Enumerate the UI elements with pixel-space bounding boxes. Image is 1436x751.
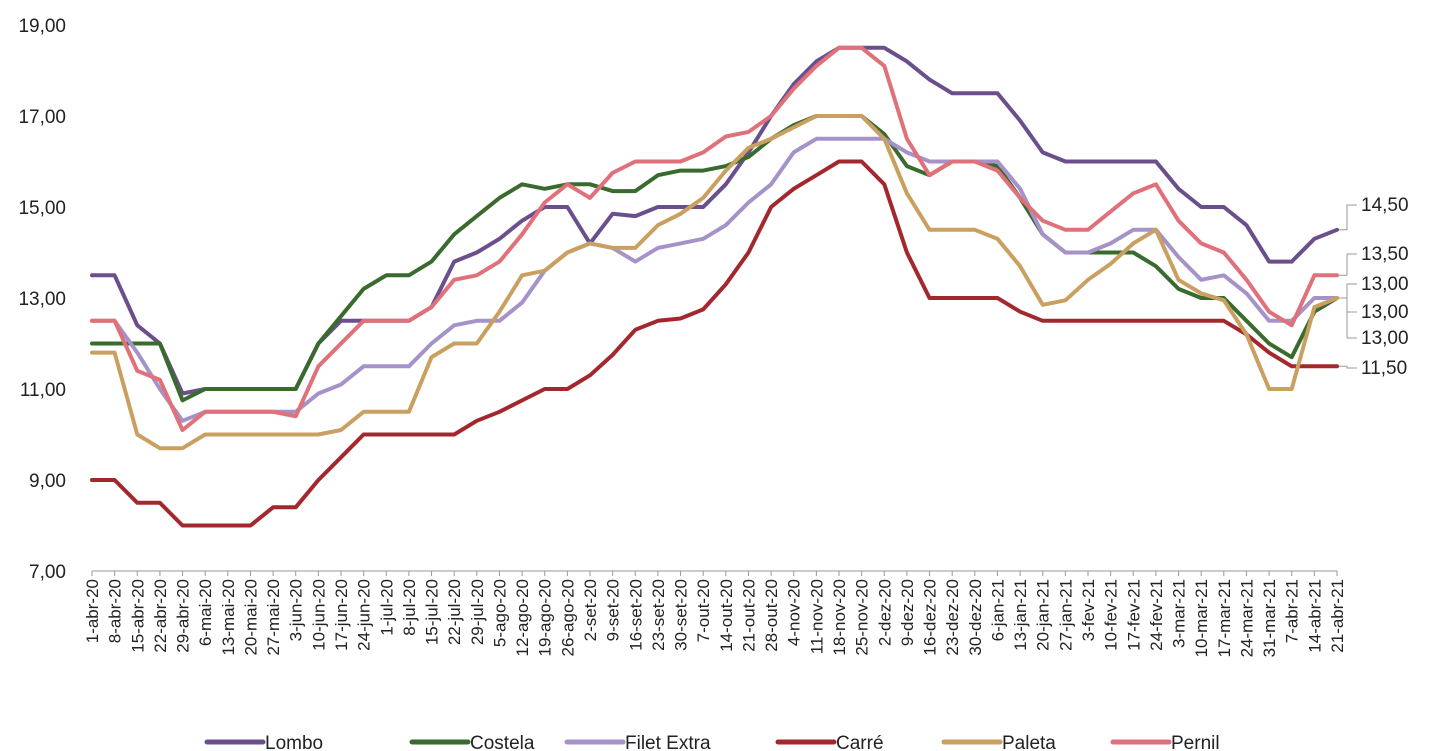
y-axis: 7,00 9,00 11,00 13,00 15,00 17,00 19,00 — [18, 16, 66, 583]
x-tick-label: 27-mai-20 — [264, 579, 283, 656]
end-label-leader — [1339, 204, 1357, 231]
x-tick-label: 5-ago-20 — [490, 579, 509, 647]
x-tick-label: 8-abr-20 — [106, 579, 125, 643]
series-line-costela — [90, 114, 1339, 403]
x-tick-label: 17-mar-21 — [1215, 579, 1234, 657]
x-tick-label: 2-set-20 — [581, 579, 600, 641]
x-tick-label: 13-mai-20 — [219, 579, 238, 656]
x-tick-label: 3-fev-21 — [1079, 579, 1098, 641]
x-tick-label: 21-out-20 — [739, 579, 758, 652]
end-value-label: 13,00 — [1361, 328, 1409, 349]
x-tick-label: 10-mar-21 — [1192, 579, 1211, 657]
x-tick-label: 23-set-20 — [649, 579, 668, 651]
legend-label: Pernil — [1171, 733, 1220, 751]
x-tick-label: 16-dez-20 — [921, 579, 940, 656]
x-tick-label: 3-jun-20 — [287, 579, 306, 641]
x-tick-label: 30-set-20 — [672, 579, 691, 651]
x-tick-label: 29-jul-20 — [468, 579, 487, 645]
x-tick-label: 29-abr-20 — [174, 579, 193, 653]
x-tick-label: 31-mar-21 — [1260, 579, 1279, 657]
x-tick-label: 10-jun-20 — [309, 579, 328, 651]
legend: Lombo Costela Filet Extra Carré Paleta Pernil — [204, 733, 1220, 751]
y-tick-label: 13,00 — [18, 289, 66, 310]
x-tick-label: 24-fev-21 — [1147, 579, 1166, 651]
x-tick-label: 1-abr-20 — [83, 579, 102, 643]
x-tick-label: 24-mar-21 — [1237, 579, 1256, 657]
end-labels: 14,50 13,50 13,00 13,00 13,00 11,50 — [1339, 195, 1409, 379]
x-tick-label: 7-out-20 — [694, 579, 713, 642]
x-tick-label: 13-jan-21 — [1011, 579, 1030, 651]
end-label-leader — [1339, 297, 1357, 313]
x-tick-label: 1-jul-20 — [377, 579, 396, 636]
x-tick-label: 2-dez-20 — [875, 579, 894, 646]
x-tick-label: 4-nov-20 — [785, 579, 804, 646]
x-tick-label: 16-set-20 — [626, 579, 645, 651]
x-tick-label: 6-mai-20 — [196, 579, 215, 646]
x-tick-label: 28-out-20 — [762, 579, 781, 652]
x-tick-label: 11-nov-20 — [807, 579, 826, 654]
end-value-label: 11,50 — [1361, 358, 1407, 379]
x-tick-label: 27-jan-21 — [1056, 579, 1075, 651]
legend-label: Paleta — [1002, 733, 1056, 751]
end-label-leader — [1339, 253, 1357, 276]
series-line-carr- — [90, 159, 1339, 528]
x-tick-label: 12-ago-20 — [513, 579, 532, 657]
x-tick-label: 14-out-20 — [717, 579, 736, 652]
x-tick-label: 22-abr-20 — [151, 579, 170, 653]
x-tick-label: 10-fev-21 — [1102, 579, 1121, 651]
x-tick-label: 8-jul-20 — [400, 579, 419, 636]
x-tick-label: 26-ago-20 — [558, 579, 577, 657]
end-value-label: 13,50 — [1361, 244, 1409, 265]
end-value-label: 13,00 — [1361, 302, 1409, 323]
legend-label: Lombo — [265, 733, 323, 751]
y-tick-label: 19,00 — [18, 16, 66, 37]
y-tick-label: 11,00 — [20, 380, 66, 401]
y-tick-label: 15,00 — [18, 198, 66, 219]
y-tick-label: 9,00 — [29, 471, 66, 492]
y-tick-label: 17,00 — [18, 107, 66, 128]
end-value-label: 13,00 — [1361, 274, 1409, 295]
legend-label: Filet Extra — [625, 733, 711, 751]
x-tick-label: 7-abr-21 — [1283, 579, 1302, 643]
x-tick-label: 23-dez-20 — [943, 579, 962, 656]
x-tick-label: 25-nov-20 — [853, 579, 872, 656]
x-tick-label: 9-set-20 — [604, 579, 623, 641]
x-tick-label: 22-jul-20 — [445, 579, 464, 645]
x-axis: 1-abr-20 8-abr-20 15-abr-20 22-abr-20 29-abr… — [83, 570, 1347, 657]
x-tick-label: 3-mar-21 — [1170, 579, 1189, 648]
x-tick-label: 30-dez-20 — [966, 579, 985, 656]
series-line-filet-extra — [90, 136, 1339, 423]
x-tick-label: 15-jul-20 — [423, 579, 442, 645]
x-tick-label: 20-jan-21 — [1034, 579, 1053, 651]
x-tick-label: 15-abr-20 — [128, 579, 147, 653]
x-tick-label: 19-ago-20 — [536, 579, 555, 657]
legend-label: Costela — [470, 733, 535, 751]
series-line-paleta — [90, 114, 1339, 451]
x-tick-label: 6-jan-21 — [988, 579, 1007, 641]
series-line-pernil — [90, 45, 1339, 432]
end-label-leader — [1339, 365, 1357, 369]
x-tick-label: 14-abr-21 — [1305, 579, 1324, 653]
end-label-leader — [1339, 283, 1357, 299]
x-tick-label: 17-fev-21 — [1124, 579, 1143, 651]
x-tick-label: 18-nov-20 — [830, 579, 849, 656]
x-tick-label: 24-jun-20 — [355, 579, 374, 651]
x-tick-label: 21-abr-21 — [1328, 579, 1347, 653]
series-line-lombo — [90, 45, 1339, 396]
series-lines — [90, 45, 1339, 528]
x-tick-label: 9-dez-20 — [898, 579, 917, 646]
y-tick-label: 7,00 — [29, 562, 66, 583]
legend-label: Carré — [836, 733, 884, 751]
x-tick-label: 17-jun-20 — [332, 579, 351, 651]
end-label-leader — [1339, 297, 1357, 339]
end-value-label: 14,50 — [1361, 195, 1409, 216]
x-tick-label: 20-mai-20 — [241, 579, 260, 656]
